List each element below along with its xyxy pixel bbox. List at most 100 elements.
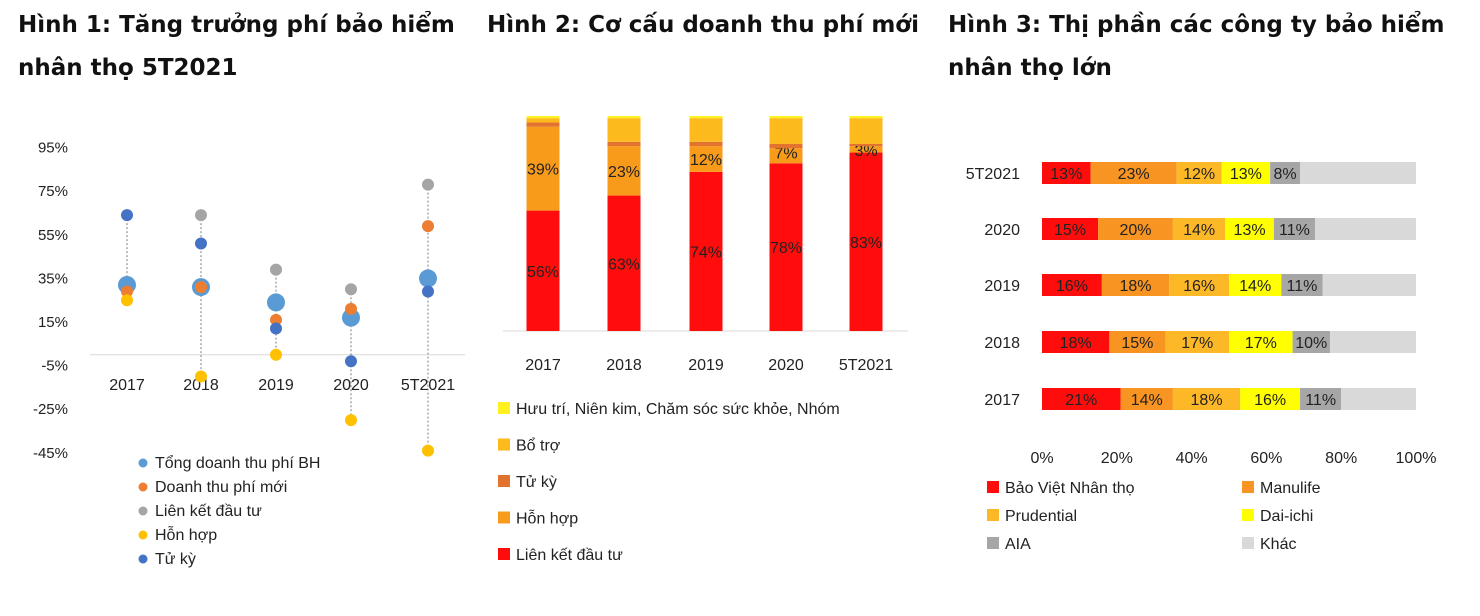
data-label: 11%	[1305, 392, 1336, 409]
bar-segment	[607, 146, 641, 196]
new-premium-structure-chart: 56% 39% 2017 63% 23% 2018 74% 12% 2019 78% 7% 2020 8…	[498, 116, 908, 564]
figure-2-title: Hình 2: Cơ cấu doanh thu phí mới	[487, 12, 919, 38]
scatter-point	[422, 444, 434, 457]
bar-segment	[1300, 162, 1416, 184]
bar-segment	[526, 126, 560, 211]
data-label: 12%	[1183, 166, 1215, 183]
data-label: 13%	[1050, 166, 1082, 183]
x-tick-label: 100%	[1396, 450, 1437, 467]
bar-segment	[1225, 218, 1274, 240]
legend-swatch	[1242, 481, 1254, 493]
scatter-point	[422, 178, 434, 191]
bar-segment	[1315, 218, 1416, 240]
bar-segment	[1341, 388, 1416, 410]
data-label: 14%	[1183, 222, 1215, 239]
bar-segment	[526, 118, 560, 123]
scatter-point	[195, 370, 207, 383]
bar-segment	[607, 116, 641, 119]
bar-segment	[769, 163, 803, 331]
scatter-point	[270, 348, 282, 361]
data-label: 18%	[1060, 335, 1092, 352]
legend-label: Dai-ichi	[1260, 508, 1313, 525]
bar-segment	[1109, 331, 1166, 353]
bar-segment	[1221, 162, 1271, 184]
data-label: 16%	[1056, 278, 1088, 295]
data-label: 14%	[1239, 278, 1271, 295]
legend-label: Hưu trí, Niên kim, Chăm sóc sức khỏe, Nh…	[516, 401, 840, 418]
bar-segment	[689, 116, 723, 119]
scatter-point	[267, 293, 285, 312]
bar-segment	[769, 148, 803, 164]
bar-segment	[607, 118, 641, 142]
data-label: 13%	[1234, 222, 1266, 239]
y-tick-label: 75%	[38, 183, 68, 200]
legend-swatch	[1242, 509, 1254, 521]
x-tick-label: 5T2021	[401, 377, 455, 394]
bar-segment	[1090, 162, 1177, 184]
bar-segment	[1042, 274, 1102, 296]
x-tick-label: 60%	[1250, 450, 1282, 467]
legend-marker	[138, 530, 148, 540]
data-label: 63%	[608, 256, 640, 273]
data-label: 3%	[854, 143, 877, 160]
x-tick-label: 2018	[183, 377, 219, 394]
bar-segment	[1172, 388, 1241, 410]
scatter-point	[195, 237, 207, 250]
scatter-point	[270, 263, 282, 276]
data-label: 17%	[1245, 335, 1277, 352]
scatter-point	[195, 209, 207, 222]
scatter-point	[121, 285, 133, 298]
y-tick-label: 55%	[38, 227, 68, 244]
data-label: 7%	[774, 145, 797, 162]
bar-segment	[1292, 331, 1330, 353]
data-label: 10%	[1295, 335, 1327, 352]
bar-segment	[1169, 274, 1229, 296]
bar-segment	[849, 146, 883, 153]
legend-swatch	[987, 509, 999, 521]
y-tick-label: 15%	[38, 314, 68, 331]
bar-segment	[769, 116, 803, 119]
bar-segment	[607, 195, 641, 331]
x-tick-label: 40%	[1176, 450, 1208, 467]
data-label: 20%	[1119, 222, 1151, 239]
legend-swatch	[498, 438, 510, 451]
scatter-point	[422, 220, 434, 233]
bar-segment	[1176, 162, 1222, 184]
bar-segment	[769, 118, 803, 144]
scatter-point	[422, 285, 434, 298]
scatter-point	[195, 281, 207, 294]
bar-segment	[1300, 388, 1342, 410]
legend-label: Tổng doanh thu phí BH	[155, 454, 320, 472]
x-tick-label: 2019	[258, 377, 294, 394]
legend-swatch	[498, 402, 510, 414]
y-tick-label: 2018	[984, 335, 1020, 352]
bar-segment	[526, 122, 560, 127]
bar-segment	[1329, 331, 1416, 353]
scatter-point	[345, 355, 357, 368]
legend-label: Hỗn hợp	[155, 525, 217, 544]
bar-segment	[1270, 162, 1301, 184]
x-tick-label: 2020	[768, 357, 804, 374]
x-tick-label: 80%	[1325, 450, 1357, 467]
legend-marker	[138, 458, 148, 468]
bar-segment	[689, 141, 723, 147]
bar-segment	[689, 146, 723, 172]
bar-segment	[849, 116, 883, 119]
bar-segment	[849, 152, 883, 331]
data-label: 83%	[850, 235, 882, 252]
data-label: 17%	[1181, 335, 1213, 352]
y-tick-label: 35%	[38, 270, 68, 287]
bar-segment	[1322, 274, 1416, 296]
bar-segment	[607, 141, 641, 147]
legend-label: Doanh thu phí mới	[155, 479, 287, 496]
legend-label: Hỗn hợp	[516, 509, 578, 528]
scatter-point	[342, 308, 360, 327]
data-label: 16%	[1183, 278, 1215, 295]
data-label: 23%	[1118, 166, 1150, 183]
x-tick-label: 2017	[109, 377, 145, 394]
bar-segment	[1229, 274, 1282, 296]
data-label: 12%	[690, 152, 722, 169]
bar-segment	[769, 143, 803, 149]
scatter-point	[419, 269, 437, 288]
bar-segment	[1281, 274, 1323, 296]
